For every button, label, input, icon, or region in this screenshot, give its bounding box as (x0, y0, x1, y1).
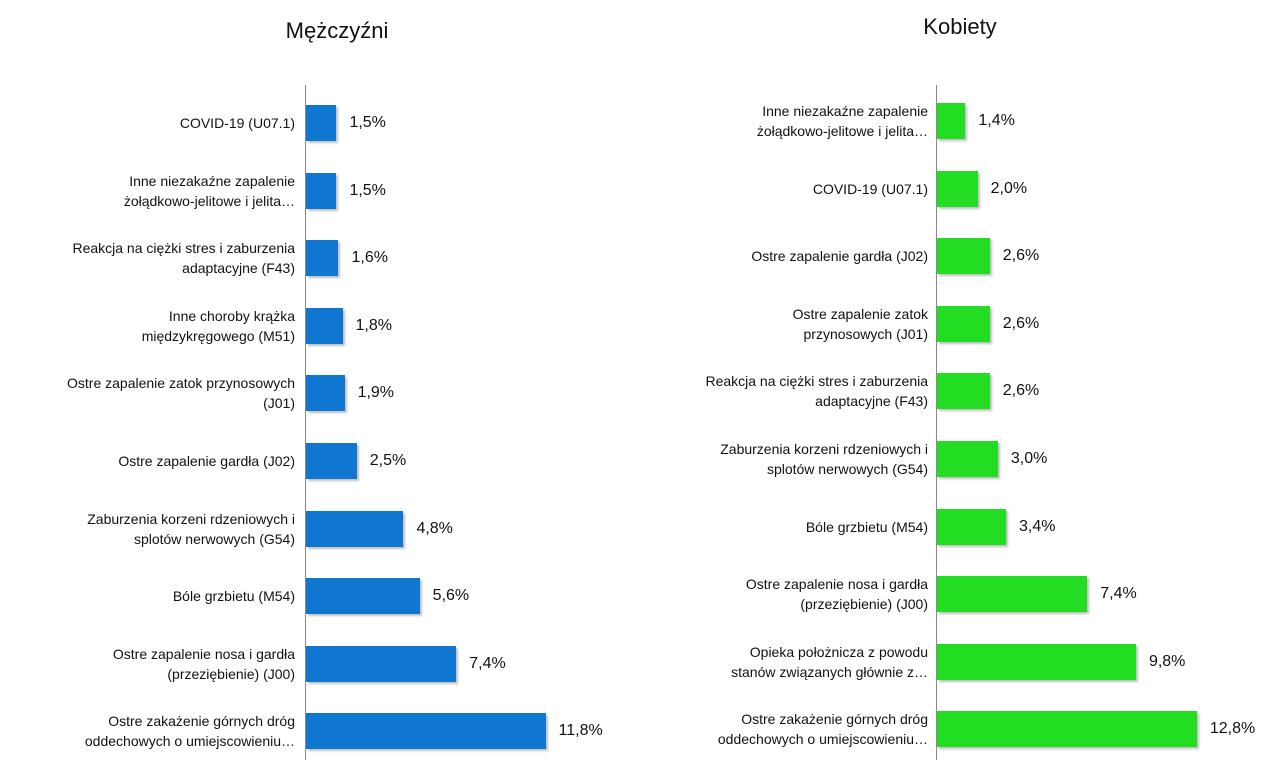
category-label: Ostre zakażenie górnych dróg oddechowych … (718, 709, 928, 749)
bar (937, 711, 1197, 748)
value-label: 7,4% (469, 654, 506, 672)
label-line: COVID-19 (U07.1) (179, 115, 295, 131)
label-line: Opieka położnicza z powodu (749, 643, 928, 660)
label-line: stanów związanych głównie z… (731, 663, 928, 680)
value-label: 5,6% (432, 587, 470, 605)
bar (306, 645, 457, 682)
bar (306, 105, 337, 141)
label-line: splotów nerwowych (G54) (766, 461, 928, 477)
category-label: Ostre zapalenie gardła (J02) (118, 451, 295, 471)
category-label: Opieka położnicza z powodu stanów związan… (731, 642, 928, 682)
label-line: Zaburzenia korzeni rdzeniowych i (87, 510, 295, 527)
label-line: adaptacyjne (F43) (182, 260, 295, 277)
category-label: Ostre zakażenie górnych dróg oddechowych … (85, 711, 295, 751)
category-label: COVID-19 (U07.1) (813, 179, 928, 199)
value-label: 4,8% (416, 519, 453, 537)
bar (306, 578, 420, 615)
label-line: oddechowych o umiejscowieniu… (717, 731, 928, 748)
bar (306, 713, 546, 750)
label-line: przynosowych (J01) (803, 325, 929, 342)
bar (937, 103, 966, 139)
bar (937, 441, 998, 477)
label-line: (przeziębienie) (J00) (167, 665, 295, 682)
bar (937, 508, 1007, 545)
label-line: COVID-19 (U07.1) (812, 180, 928, 197)
label-line: splotów nerwowych (G54) (133, 530, 295, 547)
bar (937, 576, 1088, 613)
axis-line (936, 85, 937, 760)
category-label: Ostre zapalenie gardła (J02) (751, 246, 928, 266)
bar (306, 510, 404, 547)
label-line: adaptacyjne (F43) (815, 393, 928, 410)
value-label: 1,5% (349, 181, 386, 199)
chart-title: Mężczyźni (285, 18, 389, 43)
label-line: Ostre zapalenie nosa i gardła (745, 576, 928, 593)
label-line: międzykręgowego (M51) (141, 327, 295, 344)
bar (306, 307, 343, 344)
category-label: Bóle grzbietu (M54) (173, 586, 295, 606)
bar (937, 238, 990, 275)
bar (306, 172, 337, 209)
value-label: 9,8% (1148, 652, 1186, 670)
label-line: (J01) (263, 395, 295, 412)
category-label: Zaburzenia korzeni rdzeniowych i splotów … (87, 509, 295, 549)
label-line: Ostre zakażenie górnych dróg (108, 713, 295, 730)
value-label: 2,5% (369, 452, 407, 469)
label-line: Reakcja na ciężki stres i zaburzenia (72, 240, 295, 257)
category-label: Reakcja na ciężki stres i zaburzenia adap… (72, 238, 295, 278)
value-label: 2,6% (1002, 382, 1040, 400)
axis-line (305, 85, 306, 760)
category-label: Ostre zapalenie zatok przynosowych (J01) (67, 373, 295, 413)
label-line: Ostre zakażenie górnych dróg (741, 711, 928, 728)
category-label: Ostre zapalenie nosa i gardła (przeziębie… (746, 574, 928, 614)
value-label: 2,0% (990, 179, 1028, 197)
label-line: Ostre zapalenie zatok przynosowych (67, 375, 295, 392)
value-label: 2,6% (1002, 247, 1040, 265)
category-label: Ostre zapalenie zatok przynosowych (J01) (793, 304, 928, 344)
value-label: 1,9% (357, 384, 395, 402)
label-line: żołądkowo-jelitowe i jelita… (756, 123, 928, 139)
bar (937, 643, 1136, 680)
label-line: Bóle grzbietu (M54) (172, 588, 295, 605)
bar (306, 375, 345, 412)
category-label: Zaburzenia korzeni rdzeniowych i splotów … (720, 439, 928, 479)
category-label: Inne choroby krążka międzykręgowego (M51) (142, 306, 295, 346)
value-label: 1,5% (349, 114, 386, 131)
category-label: Bóle grzbietu (M54) (806, 517, 928, 537)
value-label: 7,4% (1100, 585, 1137, 603)
label-line: Inne niezakaźne zapalenie (129, 172, 295, 189)
bar (937, 305, 990, 342)
category-label: Ostre zapalenie nosa i gardła (przeziębie… (113, 644, 295, 684)
category-label: COVID-19 (U07.1) (180, 113, 295, 133)
label-line: Inne choroby krążka (168, 307, 295, 324)
bar (306, 443, 357, 479)
value-label: 1,6% (351, 249, 388, 267)
value-label: 1,8% (355, 316, 392, 334)
label-line: Inne niezakaźne zapalenie (762, 103, 928, 119)
category-label: Inne niezakaźne zapalenie żołądkowo-jelit… (757, 101, 928, 141)
label-line: żołądkowo-jelitowe i jelita… (123, 192, 295, 209)
value-label: 12,8% (1209, 720, 1256, 738)
label-line: (przeziębienie) (J00) (800, 596, 928, 613)
value-label: 1,4% (978, 112, 1015, 129)
label-line: Ostre zapalenie zatok (792, 305, 928, 322)
bar (937, 170, 978, 207)
label-line: Zaburzenia korzeni rdzeniowych i (720, 441, 928, 457)
label-line: oddechowych o umiejscowieniu… (84, 733, 295, 750)
label-line: Ostre zapalenie gardła (J02) (751, 248, 928, 265)
chart-title: Kobiety (923, 14, 997, 39)
label-line: Ostre zapalenie gardła (J02) (118, 453, 295, 469)
label-line: Bóle grzbietu (M54) (805, 518, 928, 535)
value-label: 11,8% (558, 722, 603, 740)
bar (306, 240, 339, 277)
category-label: Inne niezakaźne zapalenie żołądkowo-jelit… (124, 171, 295, 211)
label-line: Reakcja na ciężki stres i zaburzenia (705, 373, 928, 390)
label-line: Ostre zapalenie nosa i gardła (112, 645, 295, 662)
value-label: 3,0% (1010, 450, 1048, 467)
value-label: 2,6% (1002, 314, 1040, 332)
bar (937, 373, 990, 410)
value-label: 3,4% (1019, 517, 1056, 535)
category-label: Reakcja na ciężki stres i zaburzenia adap… (705, 371, 928, 411)
